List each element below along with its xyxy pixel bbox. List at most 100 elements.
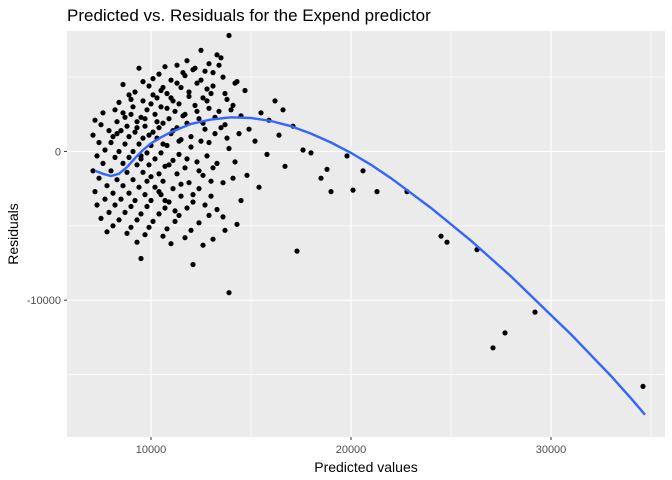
data-point bbox=[112, 202, 118, 208]
data-point bbox=[194, 80, 200, 86]
data-point bbox=[242, 87, 248, 94]
data-point bbox=[182, 165, 188, 171]
data-point bbox=[186, 93, 192, 99]
data-point bbox=[118, 196, 124, 202]
data-point bbox=[120, 160, 126, 166]
data-point bbox=[126, 134, 132, 140]
data-point bbox=[144, 203, 150, 210]
data-point bbox=[152, 111, 158, 117]
data-point bbox=[208, 193, 214, 199]
data-point bbox=[176, 138, 182, 144]
data-point bbox=[206, 139, 212, 146]
data-point bbox=[174, 80, 180, 86]
data-point bbox=[96, 175, 102, 181]
data-point bbox=[138, 114, 144, 120]
data-point bbox=[104, 183, 110, 189]
data-point bbox=[142, 232, 148, 238]
data-point bbox=[146, 162, 152, 168]
data-point bbox=[184, 58, 190, 64]
data-point bbox=[182, 111, 188, 117]
data-point bbox=[196, 116, 202, 122]
data-point bbox=[204, 98, 210, 104]
data-point bbox=[120, 110, 126, 116]
data-point bbox=[220, 74, 226, 80]
data-point bbox=[438, 233, 444, 239]
data-point bbox=[194, 159, 200, 165]
data-point bbox=[150, 218, 156, 224]
data-point bbox=[156, 189, 162, 195]
data-point bbox=[218, 125, 224, 131]
data-point bbox=[168, 241, 174, 247]
data-point bbox=[214, 160, 220, 166]
data-point bbox=[210, 236, 216, 242]
data-point bbox=[138, 211, 144, 217]
data-point bbox=[188, 227, 194, 233]
data-point bbox=[134, 119, 140, 125]
data-point bbox=[318, 175, 324, 181]
data-point bbox=[490, 345, 496, 351]
data-point bbox=[328, 189, 334, 195]
data-point bbox=[236, 131, 242, 137]
data-point bbox=[94, 202, 100, 208]
data-point bbox=[92, 189, 98, 195]
data-point bbox=[184, 205, 190, 211]
plot-panel bbox=[67, 31, 665, 437]
data-point bbox=[166, 162, 172, 168]
data-point bbox=[158, 87, 164, 94]
data-point bbox=[114, 177, 120, 183]
data-point bbox=[90, 132, 96, 138]
data-point bbox=[256, 184, 262, 190]
data-point bbox=[146, 83, 152, 89]
data-point bbox=[146, 224, 152, 230]
data-point bbox=[218, 55, 224, 61]
data-point bbox=[140, 79, 146, 85]
data-point bbox=[130, 177, 136, 183]
data-point bbox=[214, 52, 220, 58]
data-point bbox=[138, 255, 144, 262]
data-point bbox=[128, 224, 134, 230]
data-point bbox=[272, 98, 278, 104]
data-point bbox=[244, 172, 250, 178]
data-point bbox=[134, 217, 140, 223]
data-point bbox=[128, 203, 134, 210]
data-point bbox=[178, 193, 184, 199]
data-point bbox=[168, 77, 174, 83]
data-point bbox=[258, 110, 264, 116]
data-point bbox=[104, 229, 110, 235]
data-point bbox=[164, 142, 170, 149]
data-point bbox=[178, 181, 184, 187]
data-point bbox=[200, 242, 206, 248]
data-point bbox=[164, 90, 170, 97]
y-tick-label: -10000 bbox=[27, 295, 61, 307]
x-tick-label: 10000 bbox=[136, 444, 167, 456]
data-point bbox=[280, 107, 286, 113]
data-point bbox=[202, 126, 208, 132]
data-point bbox=[134, 162, 140, 168]
data-point bbox=[160, 233, 166, 239]
data-point bbox=[234, 221, 240, 227]
data-point bbox=[640, 383, 646, 389]
data-point bbox=[128, 111, 134, 117]
data-point bbox=[122, 114, 128, 120]
data-point bbox=[126, 154, 132, 160]
data-point bbox=[134, 125, 140, 131]
data-point bbox=[128, 96, 134, 102]
data-point bbox=[102, 147, 108, 153]
data-point bbox=[110, 223, 116, 229]
major-gridlines bbox=[67, 31, 665, 437]
data-point bbox=[100, 110, 106, 116]
data-point bbox=[206, 61, 212, 67]
data-point bbox=[502, 330, 508, 336]
data-point bbox=[146, 132, 152, 138]
data-point bbox=[350, 187, 356, 193]
y-axis-ticks: -10000 0 bbox=[27, 146, 67, 307]
data-point bbox=[136, 141, 142, 147]
data-point bbox=[152, 156, 158, 162]
data-point bbox=[100, 160, 106, 166]
data-point bbox=[220, 214, 226, 220]
data-point bbox=[112, 107, 118, 113]
data-point bbox=[134, 239, 140, 245]
data-point bbox=[216, 108, 222, 114]
data-point bbox=[160, 141, 166, 147]
data-point bbox=[224, 96, 230, 102]
